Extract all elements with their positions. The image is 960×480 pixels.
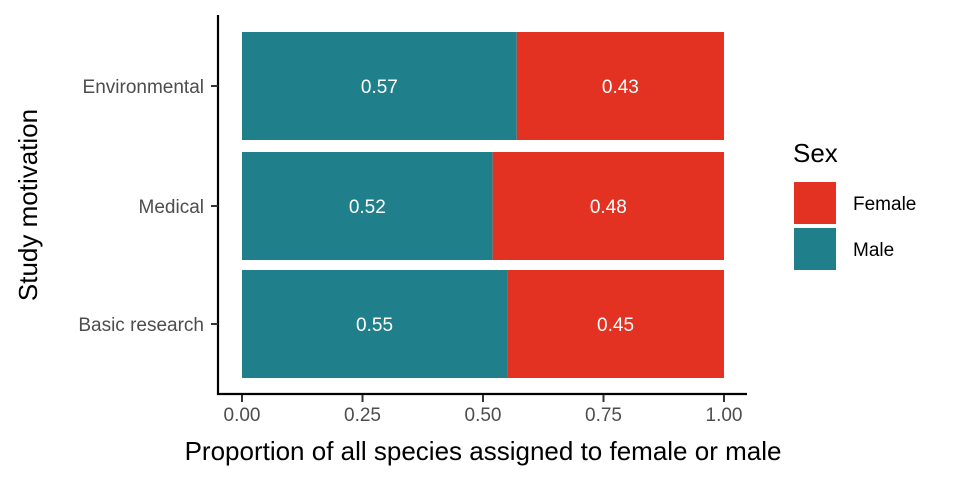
data-label-female-medical: 0.48 <box>590 197 627 218</box>
bar-male-medical <box>242 152 493 260</box>
y-ticks-layer: Basic research Medical Environmental <box>78 77 218 336</box>
bar-labels-layer: 0.55 0.45 0.52 0.48 0.57 0.43 <box>349 77 639 336</box>
x-axis-title: Proportion of all species assigned to fe… <box>185 436 782 466</box>
legend-label-male: Male <box>853 240 894 261</box>
data-label-male-environmental: 0.57 <box>361 77 398 98</box>
bar-female-basic-research <box>507 270 724 378</box>
data-label-male-medical: 0.52 <box>349 197 386 218</box>
x-ticks-layer: 0.00 0.25 0.50 0.75 1.00 <box>224 395 743 426</box>
bars-layer <box>242 32 724 378</box>
x-tick-label-2: 0.50 <box>465 405 502 426</box>
legend-title: Sex <box>793 138 838 168</box>
legend-label-female: Female <box>853 194 916 215</box>
legend-key-male <box>794 228 836 270</box>
data-label-female-environmental: 0.43 <box>602 77 639 98</box>
x-tick-label-4: 1.00 <box>706 405 743 426</box>
y-tick-label-environmental: Environmental <box>83 77 204 98</box>
legend: Sex Female Male <box>793 138 916 270</box>
x-tick-label-0: 0.00 <box>224 405 261 426</box>
bar-male-basic-research <box>242 270 508 378</box>
legend-key-female <box>794 182 836 224</box>
bar-male-environmental <box>242 32 517 140</box>
y-tick-label-basic-research: Basic research <box>78 315 204 336</box>
x-tick-label-1: 0.25 <box>344 405 381 426</box>
data-label-male-basic-research: 0.55 <box>356 315 393 336</box>
bar-female-environmental <box>516 32 724 140</box>
bar-female-medical <box>492 152 724 260</box>
data-label-female-basic-research: 0.45 <box>597 315 634 336</box>
x-tick-label-3: 0.75 <box>585 405 622 426</box>
y-axis-title: Study motivation <box>13 109 43 301</box>
y-tick-label-medical: Medical <box>139 197 204 218</box>
